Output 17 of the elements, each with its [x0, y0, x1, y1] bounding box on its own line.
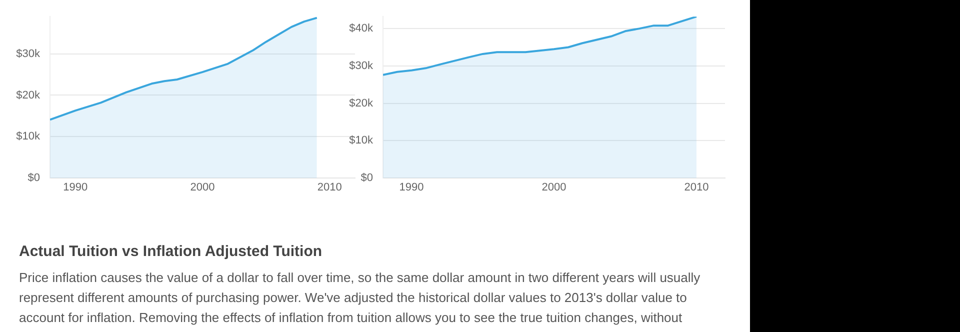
- text: Actual Tuition vs Inflation Adjusted Tuition: [19, 243, 324, 260]
- y-tick-label: $40k: [349, 22, 374, 35]
- y-tick-label: $0: [28, 172, 40, 184]
- x-tick-label: 2010: [317, 182, 342, 194]
- x-tick-label: 1990: [63, 182, 88, 194]
- y-tick-label: $10k: [16, 130, 40, 143]
- x-tick-label: 2000: [542, 182, 566, 194]
- x-tick-label: 2000: [190, 182, 215, 194]
- x-tick-label: 1990: [399, 182, 424, 194]
- text: Price inflation causes the value of a dollar to fall over time, so the same dollar amount in two different years will usually represent different amounts of purchasing power. We've adjusted the historical dollar values to 2013's dollar value to account for inflation. Removing the effects of inflation from tuition allows you to see the true tuition changes, without: [19, 269, 702, 327]
- y-tick-label: $20k: [349, 97, 374, 110]
- y-tick-label: $0: [360, 172, 373, 184]
- x-tick-label: 2010: [684, 182, 709, 194]
- y-tick-label: $10k: [349, 134, 374, 147]
- y-tick-label: $20k: [16, 89, 40, 102]
- y-tick-label: $30k: [16, 48, 40, 60]
- y-tick-label: $30k: [349, 60, 374, 72]
